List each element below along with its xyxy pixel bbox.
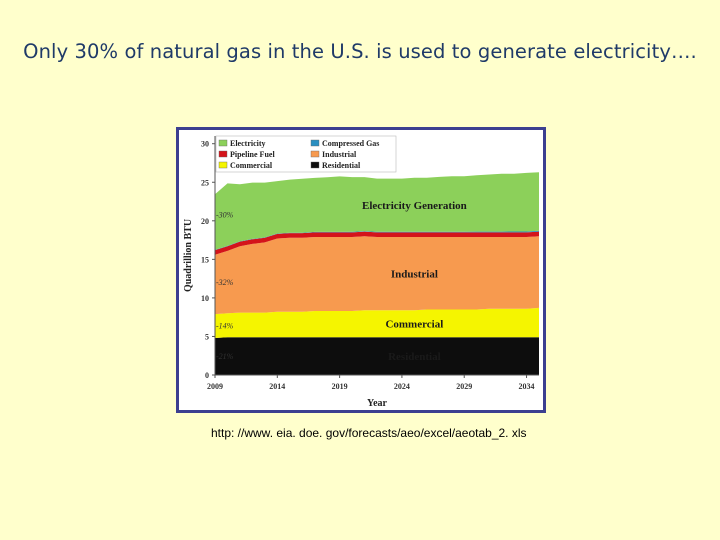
slide-title: Only 30% of natural gas in the U.S. is u… [23,40,697,63]
legend-swatch-pipeline-fuel [218,150,228,158]
stacked-area-chart: 0 5 10 15 20 25 30 2009 2014 2019 2024 2029 2034 Year… [183,135,539,409]
legend-swatch-electricity [218,139,228,147]
share-label-residential: -21% [216,352,234,361]
y-tick-label: 20 [201,217,209,226]
area-label-electricity: Electricity Generation [362,200,467,212]
area-pipeline-fuel [215,231,539,255]
chart-frame: 0 5 10 15 20 25 30 2009 2014 2019 2024 2029 2034 Year… [176,127,546,413]
legend-label-electricity: Electricity [230,139,266,148]
x-tick-label: 2009 [207,382,223,391]
x-tick-label: 2029 [456,382,472,391]
area-label-industrial: Industrial [391,269,438,281]
legend-label-industrial: Industrial [322,150,357,159]
y-axis-title: Quadrillion BTU [183,219,194,292]
legend-label-compressed-gas: Compressed Gas [322,139,379,148]
y-tick-label: 0 [205,371,209,380]
legend-box [215,135,397,173]
y-tick-label: 5 [205,332,209,341]
legend-swatch-industrial [310,150,320,158]
y-tick-label: 10 [201,294,209,303]
share-label-electricity: -30% [216,211,234,220]
share-label-commercial: -14% [216,321,234,330]
area-label-commercial: Commercial [385,319,443,331]
area-commercial [215,307,539,338]
x-axis-title: Year [367,398,388,409]
area-electricity [215,172,539,250]
area-label-residential: Residential [388,351,441,363]
y-tick-label: 25 [201,178,209,187]
legend-label-commercial: Commercial [230,161,273,170]
source-url: http: //www. eia. doe. gov/forecasts/aeo… [211,426,527,440]
legend-swatch-compressed-gas [310,139,320,147]
legend-label-residential: Residential [322,161,361,170]
x-tick-label: 2034 [519,382,535,391]
x-tick-label: 2019 [332,382,348,391]
y-tick-label: 15 [201,255,209,264]
area-industrial [215,236,539,315]
y-tick-label: 30 [201,140,209,149]
share-label-industrial: -32% [216,278,234,287]
area-residential [215,337,539,375]
x-tick-label: 2024 [394,382,410,391]
x-tick-label: 2014 [269,382,285,391]
legend-swatch-residential [310,161,320,169]
legend-swatch-commercial [218,161,228,169]
legend-label-pipeline-fuel: Pipeline Fuel [230,150,275,159]
